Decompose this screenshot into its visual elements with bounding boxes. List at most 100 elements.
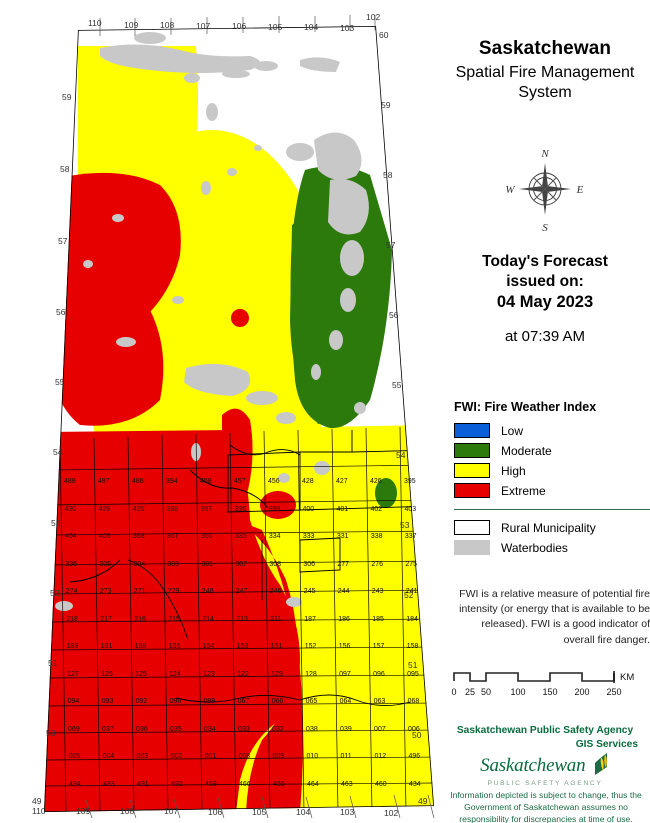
graticule-ticks (85, 15, 435, 819)
rm-number-label: 277 (337, 560, 350, 568)
rm-number-label: 279 (167, 588, 180, 595)
compass-rose: N S E W (495, 137, 595, 242)
lon-label-bottom-102: 102 (384, 808, 399, 818)
lon-label-103: 103 (340, 23, 355, 33)
forecast-date: 04 May 2023 (496, 293, 594, 312)
rm-number-label: 123 (203, 670, 215, 678)
lat-label-right-60: 60 (379, 30, 389, 40)
rm-number-label: 122 (237, 670, 249, 678)
rm-number-label: 248 (201, 588, 214, 595)
rm-number-label: 128 (305, 670, 317, 678)
rm-number-label: 483 (102, 780, 115, 788)
waterbodies-layer (55, 32, 369, 611)
legend-item-extreme[interactable]: Extreme (454, 481, 650, 500)
rm-number-label: 095 (407, 670, 419, 678)
rm-number-label: 243 (371, 588, 384, 595)
rm-number-label: 395 (404, 478, 416, 485)
rm-number-label: 186 (338, 615, 350, 623)
rm-number-label: 005 (68, 753, 81, 760)
rm-number-label: 301 (201, 560, 214, 568)
lon-label-105: 105 (268, 22, 283, 32)
rm-number-label: 156 (338, 643, 351, 650)
rm-number-label: 215 (168, 615, 180, 623)
lat-label-right-56: 56 (389, 310, 399, 320)
rm-number-label: 187 (304, 615, 316, 623)
rm-number-label: 427 (336, 478, 348, 485)
rm-number-label: 127 (67, 670, 79, 678)
legend-item-low[interactable]: Low (454, 421, 650, 440)
legend-label-extreme: Extreme (501, 483, 546, 498)
lat-label-left-52: 52 (50, 588, 60, 598)
rm-number-label: 400 (302, 505, 315, 513)
agency-line-1: Saskatchewan Public Safety Agency (456, 725, 634, 736)
rm-number-label: 486 (132, 478, 144, 485)
rm-number-label: 033 (238, 725, 250, 733)
rm-number-label: 331 (336, 533, 349, 540)
rm-number-label: 307 (235, 560, 248, 568)
rm-number-label: 217 (100, 615, 112, 623)
lon-label-109: 109 (124, 20, 139, 30)
rm-number-label: 274 (65, 588, 78, 595)
rm-number-label: 032 (272, 725, 284, 733)
map-title-block: Saskatchewan Spatial Fire Management Sys… (440, 38, 650, 103)
rm-number-label: 211 (270, 615, 282, 623)
map-canvas[interactable]: 110 109 108 107 106 105 104 103 102 110 … (0, 0, 440, 823)
rm-number-label: 067 (237, 698, 250, 705)
page-subtitle-line1: Spatial Fire Management (455, 64, 635, 81)
lon-label-bottom-107: 107 (164, 806, 179, 816)
compass-north-label: N (540, 148, 549, 160)
rm-number-label: 151 (270, 643, 283, 650)
scale-tick-25: 25 (465, 687, 475, 697)
rm-number-label: 037 (102, 725, 114, 733)
rm-number-label: 430 (64, 505, 77, 513)
rm-number-label: 181 (100, 643, 113, 650)
lat-label-right-54: 54 (396, 450, 406, 460)
rm-number-label: 096 (373, 670, 385, 678)
rm-number-label: 098 (169, 698, 182, 705)
rm-number-label: 218 (66, 615, 78, 623)
legend-item-waterbodies[interactable]: Waterbodies (454, 538, 650, 557)
rm-number-label: 068 (407, 698, 420, 705)
legend-swatch-extreme (454, 483, 490, 498)
rm-number-label: 003 (136, 753, 149, 760)
lon-label-bottom-105: 105 (252, 807, 267, 817)
rm-number-label: 246 (269, 588, 282, 595)
fwi-zone-extreme (236, 520, 303, 812)
rm-number-label: 492 (170, 780, 183, 788)
scale-tick-150: 150 (542, 687, 557, 697)
lat-label-right-59: 59 (381, 100, 391, 110)
saskatchewan-map[interactable] (0, 0, 440, 823)
legend-item-high[interactable]: High (454, 461, 650, 480)
rm-number-label: 337 (404, 533, 417, 540)
rm-number-label: 338 (370, 533, 383, 540)
lon-label-102: 102 (366, 12, 381, 22)
lon-label-110: 110 (88, 18, 102, 28)
rm-number-label: 304 (133, 560, 146, 568)
lat-label-left-55: 55 (55, 377, 65, 387)
lon-label-bottom-109: 109 (76, 806, 91, 816)
rm-number-label: 241 (405, 588, 418, 595)
scale-bar: 0 25 50 100 150 200 250 KM (446, 663, 646, 709)
page-title: Saskatchewan (478, 38, 612, 59)
rm-number-label: 465 (272, 780, 285, 788)
lat-label-right-51: 51 (408, 660, 418, 670)
rm-number-label: 399 (268, 505, 281, 513)
rm-number-label: 405 (98, 533, 111, 540)
lat-label-right-50: 50 (412, 730, 422, 740)
page-subtitle: Spatial Fire Management System (440, 63, 650, 103)
lat-label-left-54: 54 (53, 447, 63, 457)
legend-label-moderate: Moderate (501, 443, 552, 458)
rm-number-label: 271 (133, 588, 146, 595)
legend-item-rural-municipality[interactable]: Rural Municipality (454, 518, 650, 537)
lon-label-104: 104 (304, 22, 319, 32)
rm-number-label: 401 (336, 505, 349, 513)
rm-number-label: 273 (99, 588, 112, 595)
rm-number-label: 396 (234, 505, 247, 513)
legend-item-moderate[interactable]: Moderate (454, 441, 650, 460)
compass-east-label: E (576, 184, 584, 196)
compass-south-label: S (542, 222, 548, 234)
rm-number-label: 244 (337, 588, 350, 595)
fwi-zone-extreme (49, 292, 164, 426)
rm-number-label: 092 (135, 698, 148, 705)
